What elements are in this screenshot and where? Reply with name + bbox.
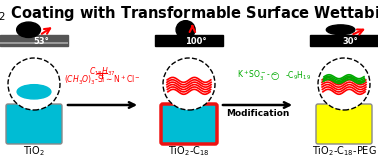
Text: -C$_9$H$_{19}$: -C$_9$H$_{19}$ [285, 70, 311, 82]
Text: Modification: Modification [226, 109, 290, 119]
Text: 100°: 100° [185, 37, 207, 46]
Text: $(CH_3O)_3$-Si$\mathsf{\sim}$N$^+$Cl$^-$: $(CH_3O)_3$-Si$\mathsf{\sim}$N$^+$Cl$^-$ [64, 73, 140, 87]
Text: TiO$_2$-C$_{18}$-PEG: TiO$_2$-C$_{18}$-PEG [311, 144, 376, 158]
Circle shape [318, 58, 370, 110]
FancyBboxPatch shape [161, 104, 217, 144]
Bar [0, 35, 68, 46]
Ellipse shape [17, 22, 40, 37]
Text: $C_{18}H_{37}$: $C_{18}H_{37}$ [89, 66, 115, 78]
Bar [310, 35, 378, 46]
Text: TiO$_2$: TiO$_2$ [23, 144, 45, 158]
Ellipse shape [176, 21, 195, 39]
Bar [155, 35, 223, 46]
Text: 53°: 53° [33, 37, 49, 46]
Ellipse shape [326, 25, 355, 35]
Text: K$^+$SO$_3^-$-$\mathsf{\sim}$: K$^+$SO$_3^-$-$\mathsf{\sim}$ [237, 69, 279, 83]
Bar [0, 41, 68, 44]
Circle shape [8, 58, 60, 110]
Ellipse shape [17, 85, 51, 99]
Text: TiO$_2$ Coating with Transformable Surface Wettability: TiO$_2$ Coating with Transformable Surfa… [0, 4, 378, 23]
FancyBboxPatch shape [316, 104, 372, 144]
Circle shape [163, 58, 215, 110]
Text: $\bigcirc$: $\bigcirc$ [270, 70, 280, 82]
Text: 30°: 30° [343, 37, 359, 46]
Text: TiO$_2$-C$_{18}$: TiO$_2$-C$_{18}$ [168, 144, 210, 158]
FancyBboxPatch shape [6, 104, 62, 144]
